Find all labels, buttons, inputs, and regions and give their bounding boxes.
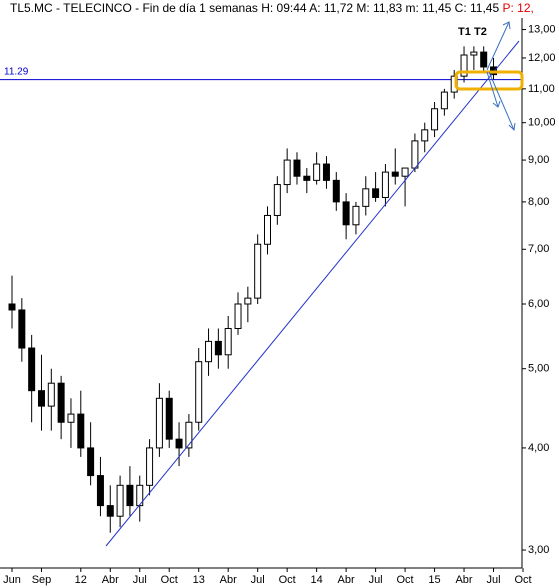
candle-body [146, 447, 154, 486]
candle-body [303, 175, 311, 181]
candle-body [460, 54, 468, 77]
candle-body [352, 205, 360, 226]
x-tick-label: Sep [32, 574, 52, 586]
annotation: T2 [474, 26, 487, 38]
x-tick-label: Jul [486, 574, 500, 586]
chart-title: TL5.MC - TELECINCO - Fin de día 1 semana… [10, 1, 534, 15]
x-tick-label: 15 [428, 574, 440, 586]
candle-body [106, 505, 114, 517]
candle-body [8, 303, 16, 311]
candle-body [244, 297, 252, 305]
candle-body [283, 159, 291, 186]
y-tick-label: 6,00 [528, 298, 549, 310]
x-tick-label: Abr [455, 574, 472, 586]
y-tick-label: 3,00 [528, 544, 549, 556]
x-tick-label: Oct [279, 574, 296, 586]
candle-body [273, 184, 281, 216]
candle-body [18, 309, 26, 349]
y-tick-label: 7,00 [528, 243, 549, 255]
candle-body [47, 382, 55, 407]
y-tick-label: 12,00 [528, 52, 556, 64]
candle-body [155, 397, 163, 449]
candle-body [205, 340, 213, 363]
candle-body [28, 347, 36, 392]
y-tick-label: 10,00 [528, 117, 556, 129]
candle-body [470, 51, 478, 56]
x-tick-label: Oct [161, 574, 178, 586]
title-extra: P: 12, [502, 1, 533, 15]
candle-body [342, 201, 350, 226]
arrow-head [492, 100, 501, 108]
x-tick-label: Abr [338, 574, 355, 586]
annotation: T1 [458, 26, 471, 38]
x-tick-label: 13 [193, 574, 205, 586]
candle-body [234, 303, 242, 329]
arrows [486, 21, 516, 132]
price-line-label: 11.29 [4, 66, 29, 77]
candle-body [136, 484, 144, 507]
y-tick-label: 4,00 [528, 442, 549, 454]
arrow-up [486, 21, 510, 71]
y-tick-label: 13,00 [528, 23, 556, 35]
x-tick-label: 14 [311, 574, 323, 586]
candle-body [391, 171, 399, 177]
candle-body [411, 140, 419, 169]
candle-body [126, 484, 134, 507]
candle-body [185, 421, 193, 449]
x-tick-label: Oct [397, 574, 414, 586]
candle-body [67, 413, 75, 423]
x-tick-label: Jul [133, 574, 147, 586]
arrow-head [508, 122, 516, 132]
candle-body [57, 382, 65, 423]
x-tick-label: Abr [102, 574, 119, 586]
trend-line [105, 40, 520, 547]
arrow-down [488, 71, 515, 131]
candle-body [214, 340, 222, 356]
candle-body [480, 51, 488, 68]
candle-body [116, 484, 124, 517]
candle-body [372, 188, 380, 198]
candle-body [264, 214, 271, 245]
candle-body [96, 475, 104, 507]
plot: 3,00 4,00 5,00 6,00 7,00 8,00 9,00 10,00 11,00 12… [0, 23, 556, 586]
candle-body [332, 179, 340, 203]
y-tick-label: 11,00 [528, 83, 555, 95]
candle-body [224, 327, 232, 356]
candle-body [381, 171, 389, 198]
candle-body [362, 188, 370, 207]
candle-body [254, 243, 262, 299]
y-tick-label: 9,00 [528, 154, 549, 166]
arrow-down [486, 71, 499, 108]
candle-body [313, 163, 321, 181]
candle-body [293, 159, 301, 177]
x-tick-label: Jul [251, 574, 265, 586]
x-tick-label: Jun [3, 574, 21, 586]
candle-body [421, 129, 429, 142]
y-tick-label: 5,00 [528, 363, 549, 375]
x-tick-label: 12 [75, 574, 87, 586]
candle-body [401, 167, 409, 177]
y-tick-label: 8,00 [528, 196, 549, 208]
candle-body [322, 163, 330, 181]
candle-body [77, 413, 85, 449]
candle-body [37, 390, 45, 407]
candle-body [165, 397, 173, 440]
candle-body [440, 91, 448, 110]
arrow-head [502, 21, 511, 30]
x-tick-label: Jul [369, 574, 383, 586]
x-tick-label: Oct [514, 574, 531, 586]
candle-body [431, 108, 439, 131]
title-text: TL5.MC - TELECINCO - Fin de día 1 semana… [10, 1, 499, 15]
candle-body [175, 438, 183, 449]
candle-body [195, 361, 203, 423]
x-tick-label: Abr [220, 574, 237, 586]
candle-body [87, 447, 95, 477]
